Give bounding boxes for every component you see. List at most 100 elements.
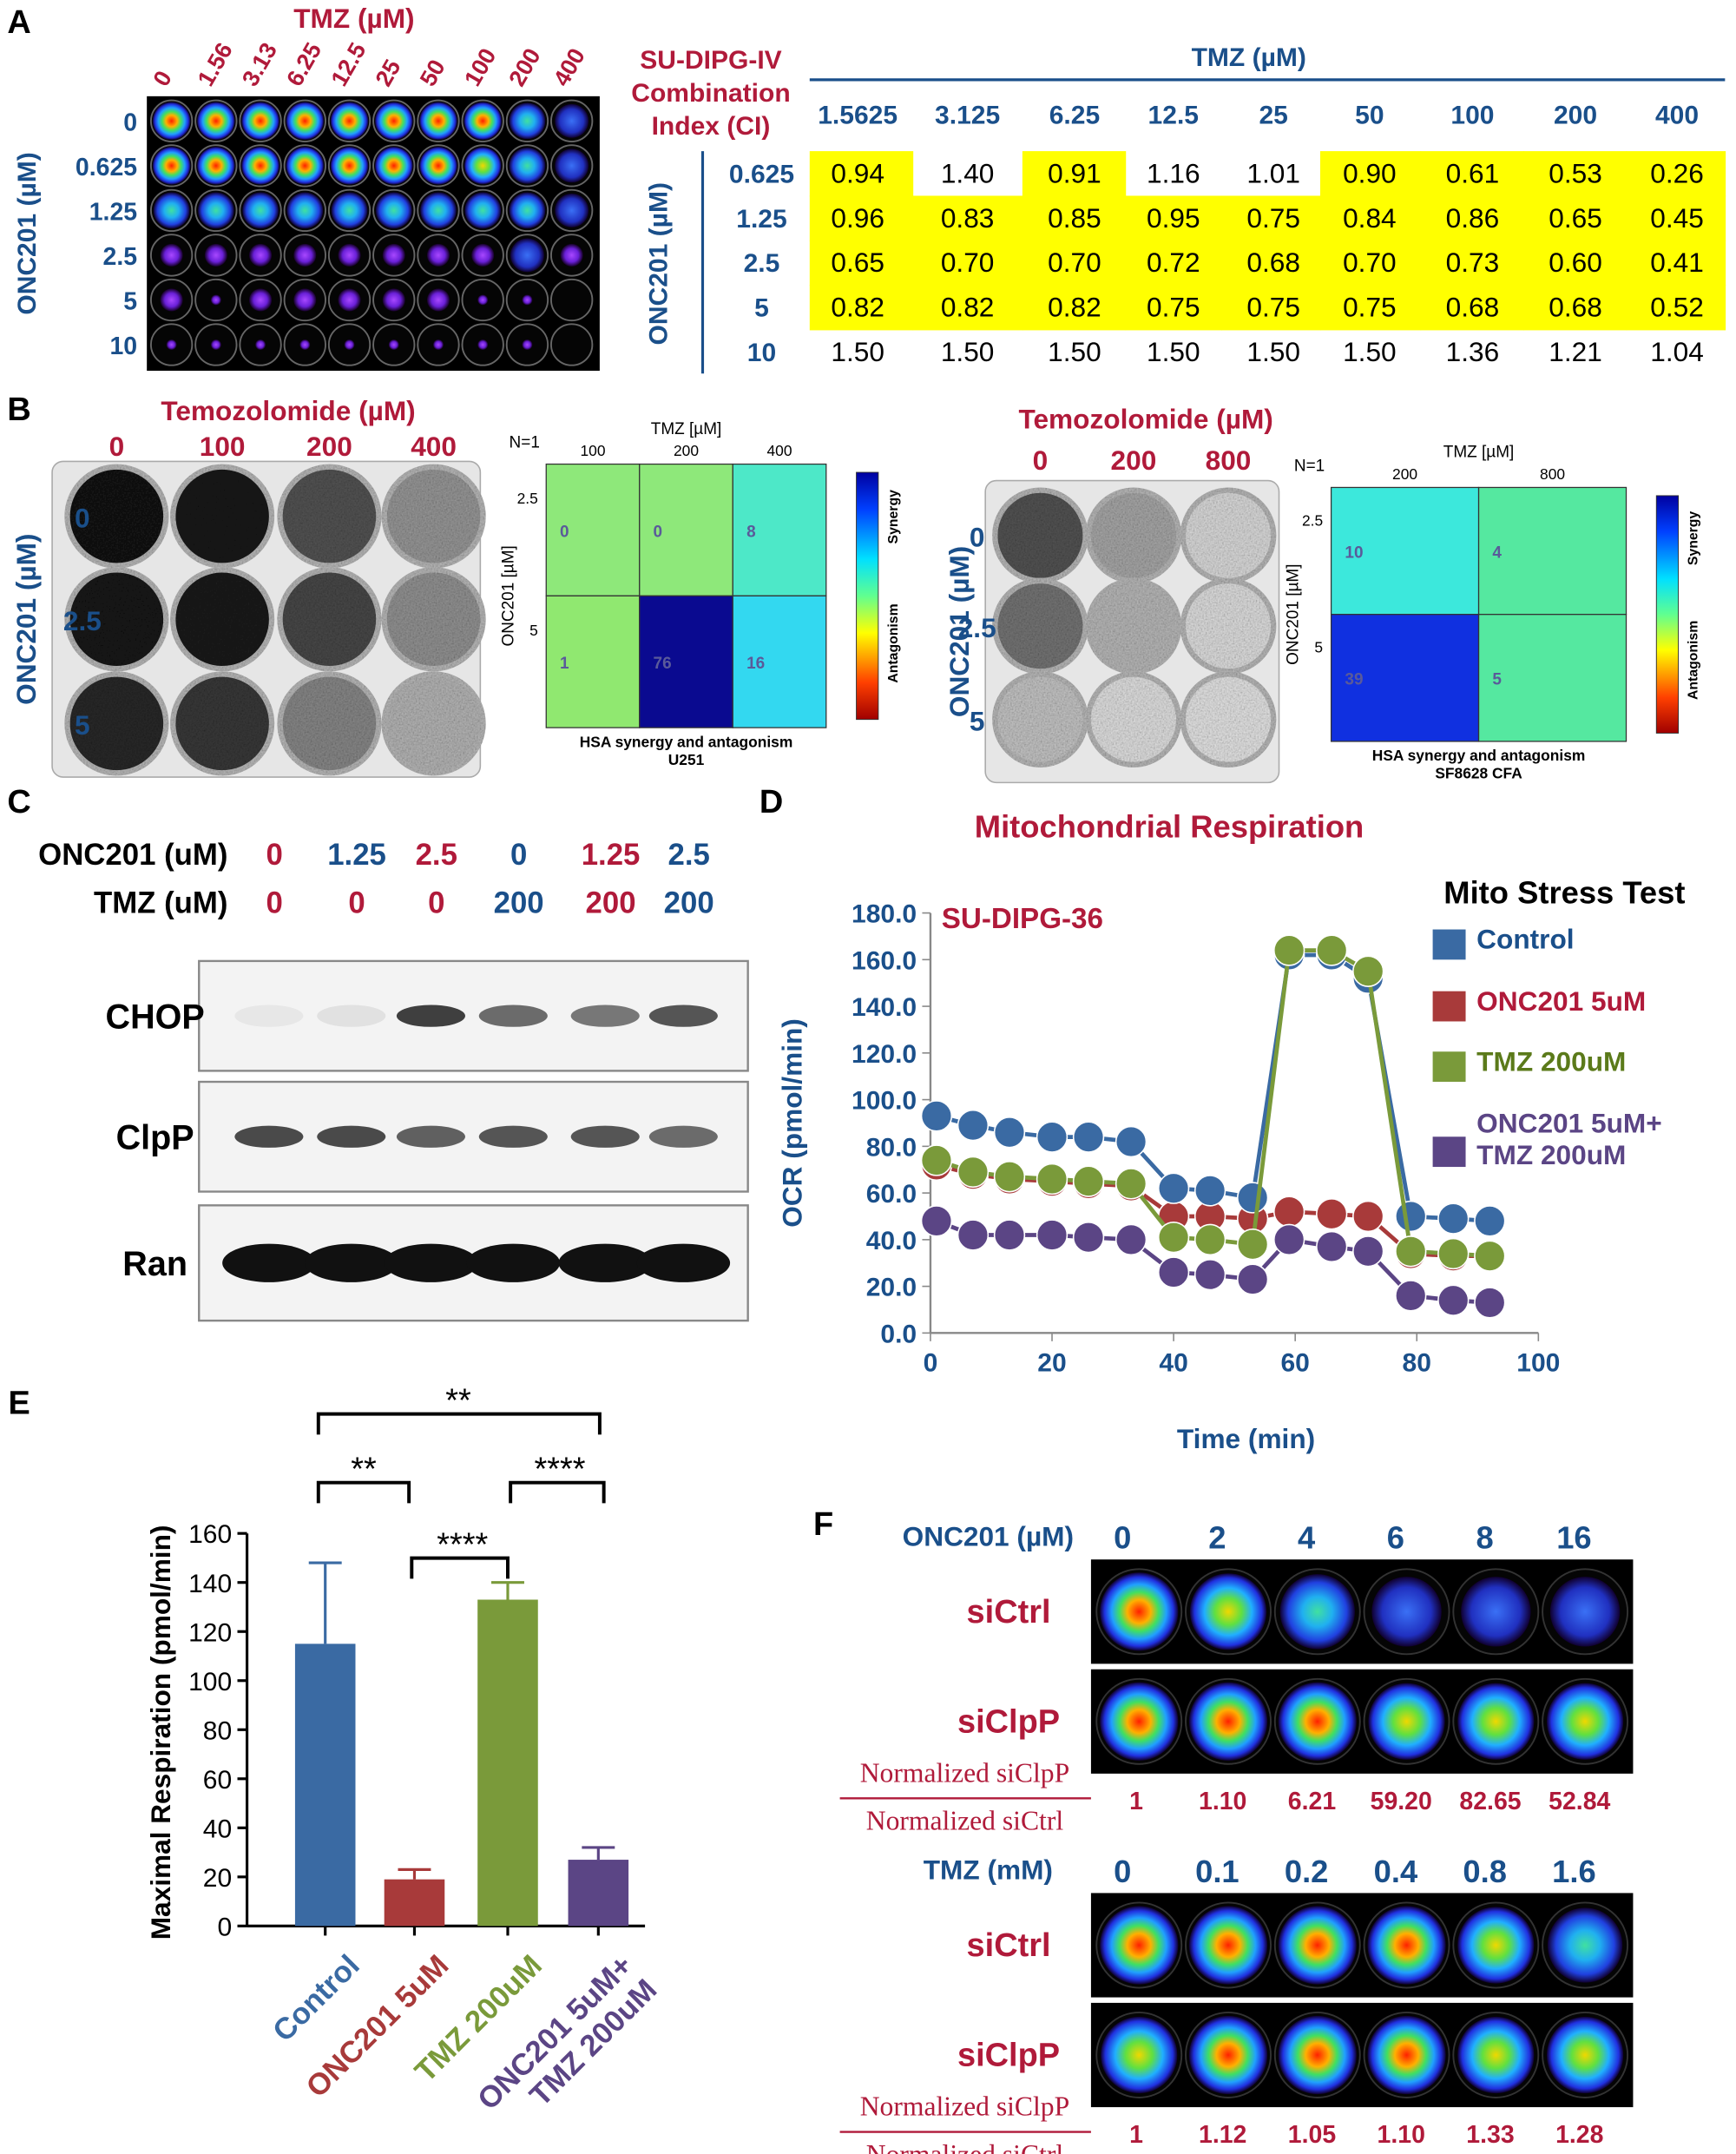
well-signal [464, 192, 502, 229]
legend-swatch [1432, 929, 1466, 960]
panel-label: A [7, 4, 30, 41]
well-signal [338, 288, 361, 312]
blot-band [304, 1243, 398, 1282]
y-tick-label: 0 [217, 1913, 232, 1941]
x-tick-label: 40 [1159, 1349, 1187, 1378]
legend-label-box: ONC201 5uM+ TMZ 200uM [1476, 1110, 1662, 1171]
cell-highlight [1420, 285, 1524, 331]
well-signal [1371, 1577, 1442, 1647]
data-point [1072, 1121, 1105, 1153]
data-point [1316, 1230, 1348, 1263]
y-tick-label: 180.0 [852, 900, 917, 929]
well-signal [153, 192, 190, 229]
heatmap-value: 8 [746, 523, 756, 541]
blot-band [234, 1005, 304, 1027]
well-signal [560, 243, 583, 267]
heatmap-cell [1330, 486, 1480, 616]
dose-label: 0.2 [1285, 1854, 1329, 1889]
table-cell: 0.75 [1246, 202, 1300, 234]
x-tick-label: 100 [1516, 1349, 1560, 1378]
heatmap-cell [732, 595, 827, 728]
well-signal [210, 294, 221, 306]
dose-label: 0 [970, 521, 985, 552]
table-cell: 1.16 [1147, 157, 1200, 188]
ratio-value: 1.28 [1555, 2121, 1603, 2149]
x-tick-label: 80 [1403, 1349, 1431, 1378]
heatmap-x-label: 200 [1392, 465, 1417, 483]
well-signal [374, 102, 413, 141]
well-signal [330, 147, 369, 185]
chart-subtitle: SU-DIPG-36 [942, 903, 1103, 935]
well-signal [152, 102, 191, 141]
cell-highlight [1522, 195, 1628, 241]
well-signal [152, 147, 191, 185]
heatmap-cell [545, 463, 641, 596]
data-point [1474, 1287, 1506, 1319]
table-row-header: 1.25 [736, 205, 786, 234]
cell-highlight [1319, 240, 1422, 287]
colorbar-label: Antagonism [1687, 621, 1701, 700]
cell-highlight [1022, 151, 1127, 197]
well-signal [555, 193, 589, 227]
table-cell: 0.68 [1246, 247, 1300, 278]
dose-label: 400 [411, 431, 457, 462]
data-point [993, 1161, 1026, 1193]
y-tick-label: 160 [188, 1520, 232, 1549]
table-cell: 0.45 [1650, 202, 1704, 234]
table-cell: 0.82 [941, 292, 995, 323]
dose-label: 400 [549, 44, 590, 91]
well-signal [509, 102, 546, 140]
well-signal [1278, 1906, 1357, 1985]
panel-label: D [760, 784, 783, 820]
table-cell: 0.65 [1549, 202, 1602, 234]
data-point [1072, 1165, 1105, 1197]
ratio-value: 1.10 [1378, 2121, 1425, 2149]
well-signal [419, 102, 457, 141]
heatmap-value: 16 [746, 655, 765, 673]
data-point [1236, 1182, 1269, 1214]
table-cell: 0.82 [1048, 292, 1101, 323]
x-tick-label: 0 [924, 1349, 938, 1378]
data-point [957, 1109, 990, 1142]
dose-label: 200 [503, 44, 545, 91]
plate-well [64, 464, 169, 569]
table-column-header: 3.125 [935, 101, 1000, 129]
plate-well [1085, 487, 1182, 584]
table-cell: 0.94 [831, 157, 884, 188]
y-tick-label: 100 [188, 1668, 232, 1696]
table-column-header: 6.25 [1049, 101, 1100, 129]
data-point [1316, 934, 1348, 966]
table-cell: 1.50 [941, 336, 995, 367]
table-cell: 1.40 [941, 157, 995, 188]
data-point [1437, 1202, 1470, 1235]
dose-label: 10 [109, 333, 137, 360]
colorbar-label: Synergy [1687, 511, 1701, 566]
ratio-value: 1.05 [1288, 2121, 1337, 2149]
well-signal [286, 192, 324, 229]
legend-label-box: Control [1476, 925, 1574, 956]
well-signal [293, 288, 317, 312]
cell-highlight [1022, 285, 1127, 331]
y-tick-label: 0.0 [880, 1320, 917, 1348]
cell-highlight [1221, 240, 1321, 287]
panel-label: B [7, 392, 30, 428]
data-point [993, 1219, 1026, 1251]
well-signal [249, 243, 273, 267]
data-point [1474, 1205, 1506, 1237]
table-row-header: 5 [754, 294, 769, 323]
heatmap-value: 76 [654, 655, 672, 673]
ratio-denominator: Normalized siCtrl [866, 2139, 1064, 2154]
lane-row-label: ONC201 (uM) [38, 839, 227, 872]
dose-label: 6 [1387, 1520, 1404, 1556]
ratio-value: 52.84 [1549, 1788, 1610, 1815]
blot-label: ClpP [116, 1119, 194, 1157]
significance-bracket [410, 1556, 510, 1579]
row-label: siCtrl [967, 1927, 1051, 1964]
dose-label: 50 [415, 55, 450, 90]
data-point [1194, 1258, 1226, 1291]
cell-highlight [1022, 240, 1127, 287]
heatmap-x-label: 200 [674, 442, 699, 459]
well-signal [1100, 1682, 1179, 1761]
well-signal [1546, 2016, 1624, 2094]
